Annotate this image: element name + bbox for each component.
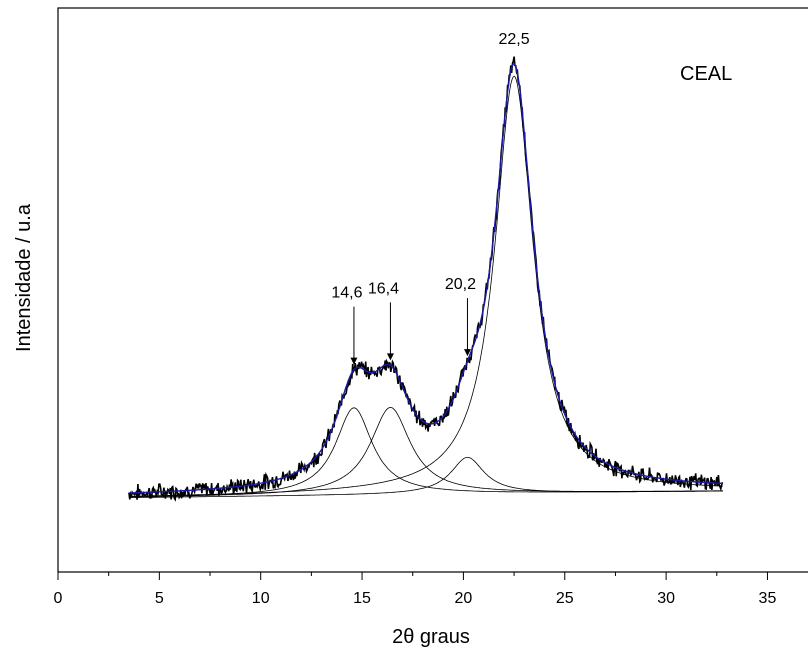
- x-tick-label: 20: [455, 590, 473, 607]
- experimental-curve: [128, 56, 724, 502]
- x-tick-label: 30: [657, 590, 675, 607]
- sample-label: CEAL: [680, 63, 732, 85]
- x-axis-label: 2θ graus: [392, 626, 470, 648]
- x-tick-label: 25: [556, 590, 574, 607]
- x-tick-label: 5: [155, 590, 164, 607]
- annotation-label: 22,5: [499, 31, 530, 48]
- annotation-label: 14,6: [331, 285, 362, 302]
- peak-annotations: 14,6 16,4 20,2 22,5: [331, 31, 530, 365]
- plot-frame: [57, 7, 808, 573]
- x-axis: 0 5 10 15 20 25 30 35: [54, 572, 777, 607]
- x-tick-label: 35: [759, 590, 777, 607]
- x-tick-label: 10: [252, 590, 270, 607]
- annotation-label: 16,4: [368, 280, 399, 297]
- annotation-arrowhead: [463, 349, 471, 357]
- y-axis-label: Intensidade / u.a: [13, 203, 35, 352]
- component-peak-curve: [128, 75, 723, 497]
- x-tick-label: 0: [54, 590, 63, 607]
- experimental-curve-group: [128, 56, 724, 502]
- fit-curve-group: [128, 62, 723, 494]
- x-tick-label: 15: [353, 590, 371, 607]
- component-peak-curve: [128, 457, 723, 498]
- fit-curve: [128, 62, 723, 494]
- plot-area: [57, 7, 808, 573]
- component-curves: [128, 75, 723, 498]
- annotation-arrowhead: [350, 357, 358, 365]
- annotation-label: 20,2: [445, 276, 476, 293]
- annotation-arrowhead: [386, 353, 394, 361]
